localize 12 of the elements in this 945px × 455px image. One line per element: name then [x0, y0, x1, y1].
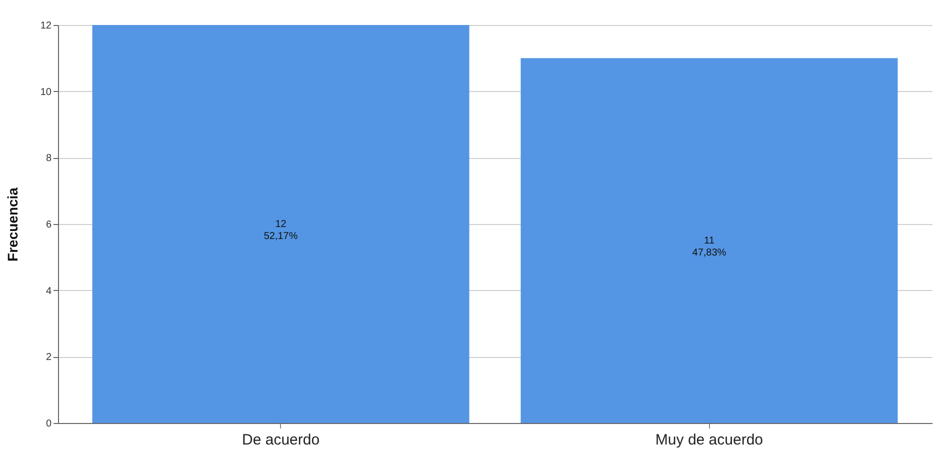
y-tick-label: 10: [40, 86, 52, 98]
y-tick-label: 12: [40, 20, 52, 32]
y-tick-label: 4: [46, 286, 52, 297]
x-tick-label: De acuerdo: [242, 432, 320, 448]
y-axis-title: Frecuencia: [4, 187, 20, 262]
y-tick-label: 0: [46, 418, 52, 430]
data-label: 12 52,17%: [264, 219, 298, 242]
y-tick-label: 8: [46, 153, 52, 164]
y-tick-label: 2: [46, 352, 52, 364]
y-tick-label: 6: [46, 220, 52, 230]
x-tick-label: Muy de acuerdo: [655, 432, 764, 448]
data-label: 11 47,83%: [692, 236, 726, 259]
